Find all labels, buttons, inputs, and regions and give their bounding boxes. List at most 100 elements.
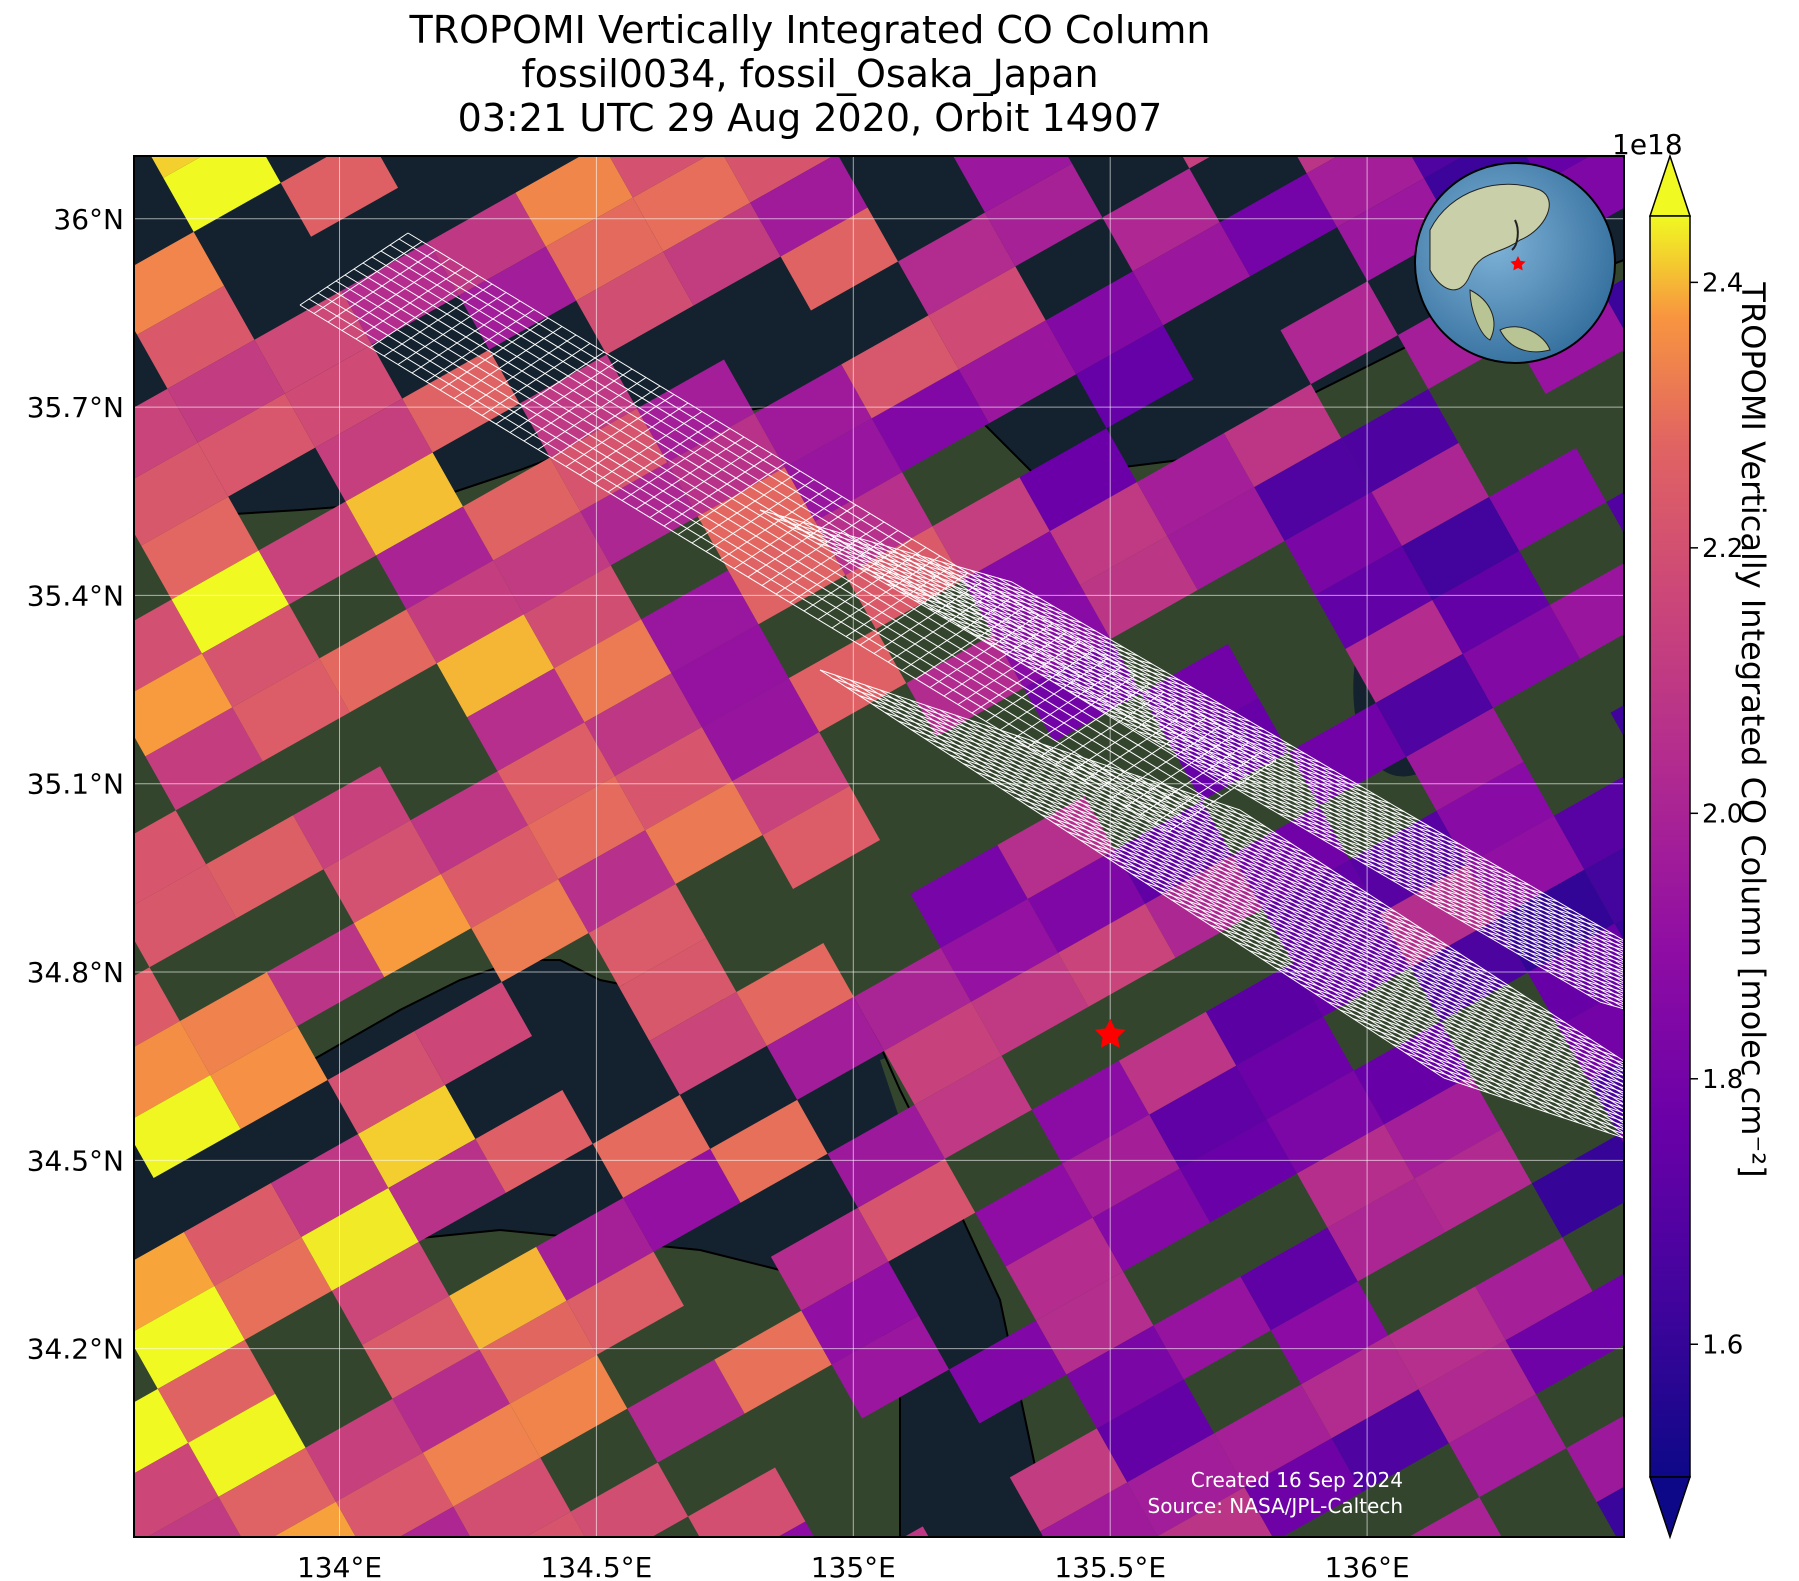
co-pixel <box>375 506 494 610</box>
co-pixel <box>206 815 324 919</box>
co-pixel <box>1610 705 1624 737</box>
footprint-mesh-east <box>884 712 1306 853</box>
co-pixel <box>777 1521 815 1537</box>
footprint-mesh-west <box>411 300 521 374</box>
footprint-mesh-west <box>705 479 815 552</box>
co-pixel <box>509 1354 628 1458</box>
co-pixel <box>958 320 1077 424</box>
footprint-mesh-west <box>761 513 871 586</box>
co-pixel <box>1149 1065 1267 1169</box>
footprint-mesh-east <box>1443 1077 1624 1139</box>
footprint-mesh-west <box>453 326 563 399</box>
footprint-mesh-central <box>1361 862 1615 936</box>
footprint-mesh-central <box>969 632 1223 706</box>
lat-tick-label: 34.5°N <box>27 1144 124 1177</box>
footprint-mesh-central <box>1025 665 1279 739</box>
co-pixel <box>1505 1291 1623 1395</box>
co-pixel <box>1188 1541 1305 1581</box>
footprint-mesh-east <box>871 703 1293 845</box>
co-pixel <box>1592 1273 1624 1346</box>
co-pixel <box>1297 1124 1415 1228</box>
footprint-mesh-west <box>733 496 843 569</box>
co-pixel <box>723 156 833 203</box>
footprint-mesh-central <box>1207 771 1461 845</box>
co-pixel <box>1019 428 1137 532</box>
co-pixel <box>515 156 633 247</box>
co-pixel <box>663 202 781 306</box>
co-pixel <box>1584 847 1624 924</box>
footprint-mesh-west <box>1027 674 1137 748</box>
co-pixel <box>1080 536 1198 640</box>
co-pixel <box>1031 1060 1150 1164</box>
lon-tick-label: 134°E <box>297 1551 382 1581</box>
title-line-3: 03:21 UTC 29 Aug 2020, Orbit 14907 <box>457 96 1163 140</box>
co-pixel <box>1448 1394 1567 1498</box>
footprint-mesh-west <box>1041 683 1151 756</box>
co-pixel <box>1118 1011 1237 1115</box>
co-pixel <box>1331 1389 1449 1493</box>
co-pixel <box>1214 1384 1332 1488</box>
co-pixel <box>134 1021 211 1119</box>
co-pixel <box>780 207 898 311</box>
co-pixel <box>576 251 694 355</box>
footprint-mesh-central <box>1347 853 1601 927</box>
co-pixel <box>636 359 755 463</box>
co-pixel <box>519 354 637 458</box>
co-pixel <box>305 1398 423 1502</box>
colorbar-tick-label: 2.4 <box>1702 268 1743 298</box>
co-pixel <box>134 231 225 335</box>
co-pixel <box>493 511 611 615</box>
co-pixel <box>1306 156 1425 228</box>
co-pixel <box>145 707 263 811</box>
co-pixel <box>1219 173 1338 277</box>
co-pixel <box>1066 1325 1184 1429</box>
co-pixel <box>997 795 1115 899</box>
footprint-mesh-central <box>913 599 1167 673</box>
co-pixel <box>815 472 933 576</box>
co-pixel <box>134 967 180 1048</box>
footprint-mesh-east <box>1144 882 1566 1023</box>
gridlines <box>134 156 1624 1537</box>
footprint-mesh-east <box>1378 1035 1624 1118</box>
co-pixel <box>319 609 437 713</box>
co-pixel <box>627 1359 745 1463</box>
co-pixel <box>975 1163 1093 1267</box>
lon-tick-label: 136°E <box>1325 1551 1410 1581</box>
footprint-mesh-east <box>1001 788 1423 930</box>
footprint-mesh-east <box>1209 924 1624 1064</box>
footprint-mesh-east <box>923 737 1345 879</box>
co-pixel <box>293 766 411 870</box>
co-pixel <box>266 923 385 1027</box>
footprint-mesh-central <box>1473 927 1624 972</box>
footprint-mesh-east <box>1404 1052 1624 1127</box>
footprint-mesh-west <box>677 462 787 535</box>
co-pixel <box>1136 433 1255 537</box>
footprint-mesh-east <box>1131 873 1553 1015</box>
co-pixel-layer <box>134 156 1624 1581</box>
co-pixel <box>1349 810 1467 914</box>
co-pixel <box>1462 604 1581 708</box>
footprint-mesh-east <box>1196 916 1618 1057</box>
co-pixel <box>1005 1217 1124 1321</box>
footprint-mesh-west <box>509 360 619 433</box>
footprint-mesh-east <box>1079 839 1501 981</box>
co-pixel <box>214 1236 332 1340</box>
longitude-labels: 134°E 134.5°E 135°E 135.5°E 136°E <box>297 1551 1410 1581</box>
co-pixel <box>141 496 259 600</box>
co-pixel <box>1596 1486 1624 1537</box>
footprint-mesh-east <box>1261 958 1624 1081</box>
footprint-mesh-west <box>313 241 423 314</box>
co-pixel <box>410 771 528 875</box>
created-date: Created 16 Sep 2024 <box>1190 1468 1403 1492</box>
title-line-2: fossil0034, fossil_Osaka_Japan <box>521 52 1099 96</box>
co-pixel <box>853 947 972 1051</box>
co-pixel <box>527 776 646 880</box>
lon-tick-label: 135.5°E <box>1054 1551 1166 1581</box>
co-pixel <box>1182 156 1212 169</box>
co-pixel <box>623 1148 741 1252</box>
footprint-mesh-east <box>962 763 1384 904</box>
co-pixel <box>545 197 664 301</box>
source-credit: Source: NASA/JPL-Caltech <box>1147 1494 1403 1518</box>
co-pixel <box>954 156 1072 213</box>
co-pixel <box>471 879 589 983</box>
